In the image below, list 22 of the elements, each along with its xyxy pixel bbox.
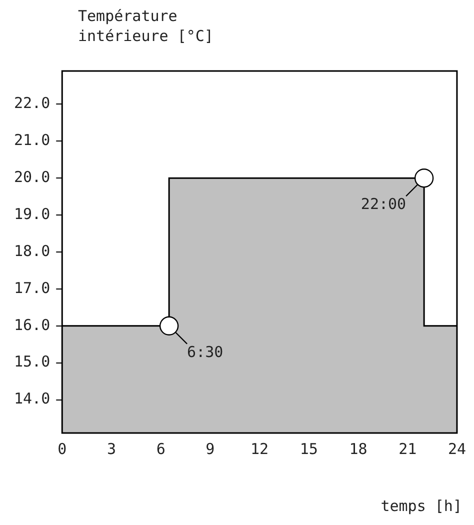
x-axis-title: temps [h] (380, 497, 462, 515)
y-tick-label: 14.0 (14, 390, 50, 408)
y-tick-label: 15.0 (14, 352, 50, 371)
x-tick-label: 12 (250, 440, 269, 458)
y-tick-label: 17.0 (14, 278, 50, 297)
x-tick-label: 15 (300, 440, 318, 458)
x-tick-label: 21 (398, 440, 417, 458)
y-tick-label: 22.0 (14, 94, 50, 112)
y-tick-label: 16.0 (14, 316, 50, 334)
annotation: 6:30 (187, 342, 224, 361)
annotation: 22:00 (360, 195, 406, 214)
y-axis-title: Température intérieure [°C] (78, 6, 214, 46)
y-tick-label: 18.0 (14, 242, 50, 260)
y-tick-label: 19.0 (14, 204, 50, 223)
x-tick-label: 3 (106, 440, 116, 458)
x-tick-label: 9 (206, 440, 215, 458)
x-tick-label: 6 (156, 440, 166, 458)
y-tick-label: 21.0 (14, 131, 50, 150)
x-tick-label: 0 (58, 440, 67, 458)
y-tick-label: 20.0 (14, 168, 50, 186)
x-tick-label: 24 (448, 440, 466, 458)
x-tick-label: 18 (349, 440, 368, 458)
